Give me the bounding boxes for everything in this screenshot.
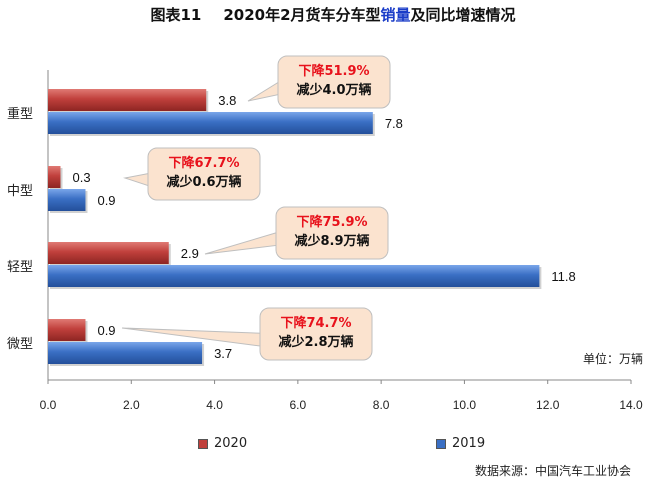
x-tick-label: 8.0 [373,398,390,412]
callout-seam [279,82,282,94]
callout-pointer [123,172,151,187]
bar-value-label: 0.3 [72,170,90,185]
chart-title-highlight: 销量 [380,6,411,24]
callout-seam [149,174,152,186]
callout-seam [261,334,264,346]
callout-reduction: 减少2.8万辆 [278,335,354,350]
callout-text-0: 下降51.9% 减少4.0万辆 [279,62,389,100]
x-tick-label: 12.0 [536,398,560,412]
bar-2019-0 [48,112,373,134]
bar-value-label: 0.9 [97,323,115,338]
bar-2020-2 [48,242,169,264]
callout-seam [277,233,280,245]
legend-label-2019: 2019 [452,436,486,451]
x-tick-label: 10.0 [453,398,477,412]
bar-2020-1 [48,166,61,188]
bar-2019-1 [48,189,86,211]
chart-title: 图表11 2020年2月货车分车型销量及同比增速情况 [0,4,666,25]
legend-item-2020: 2020 [198,436,247,451]
callout-box [147,147,261,201]
category-label-2: 轻型 [7,260,33,275]
bar-value-label: 3.7 [214,346,232,361]
bar-2019-3 [48,342,203,364]
category-label-0: 重型 [7,106,33,122]
legend-swatch-2019 [436,438,446,449]
callout-box [259,307,373,361]
callout-decline: 下降75.9% [296,215,368,230]
bar-2020-3 [48,319,86,341]
chart-title-prefix: 图表11 [150,6,202,24]
callout-reduction: 减少4.0万辆 [296,83,372,98]
unit-label: 单位：万辆 [583,352,644,366]
callout-decline: 下降51.9% [298,64,370,79]
category-label-3: 微型 [7,337,33,352]
callout-decline: 下降67.7% [168,156,240,171]
chart-title-suffix: 及同比增速情况 [410,6,516,24]
bar-value-label: 7.8 [385,116,403,131]
x-tick-label: 6.0 [290,398,307,412]
callout-reduction: 减少0.6万辆 [166,175,242,190]
callout-pointer [204,231,279,255]
callout-text-2: 下降75.9% 减少8.9万辆 [277,213,387,251]
callout-pointer [247,80,281,102]
bar-2020-0 [48,89,207,111]
bar-2019-2 [48,265,540,287]
callout-box [277,55,391,109]
chart-title-main: 2020年2月货车分车型 [223,6,381,24]
callout-reduction: 减少8.9万辆 [294,234,370,249]
data-source: 数据来源：中国汽车工业协会 [475,464,632,478]
legend-item-2019: 2019 [436,436,485,451]
bar-value-label: 3.8 [218,93,236,108]
bar-value-label: 11.8 [551,269,575,284]
x-tick-label: 14.0 [619,398,643,412]
x-tick-label: 4.0 [206,398,223,412]
x-tick-label: 2.0 [123,398,140,412]
callout-text-3: 下降74.7% 减少2.8万辆 [261,314,371,352]
callout-decline: 下降74.7% [280,316,352,331]
x-tick-label: 0.0 [40,398,57,412]
callout-box [275,206,389,260]
bar-value-label: 0.9 [97,193,115,208]
callout-text-1: 下降67.7% 减少0.6万辆 [149,154,259,192]
category-label-1: 中型 [7,184,33,199]
legend-swatch-2020 [198,438,208,449]
bar-value-label: 2.9 [181,246,199,261]
legend-label-2020: 2020 [214,436,248,451]
